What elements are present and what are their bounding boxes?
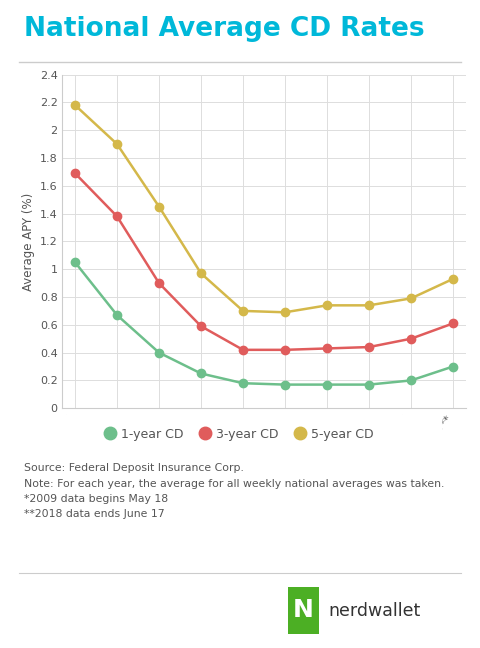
Text: nerdwallet: nerdwallet bbox=[329, 602, 421, 620]
Text: Source: Federal Deposit Insurance Corp.
Note: For each year, the average for all: Source: Federal Deposit Insurance Corp. … bbox=[24, 463, 444, 519]
Text: N: N bbox=[293, 598, 314, 623]
Y-axis label: Average APY (%): Average APY (%) bbox=[23, 192, 36, 290]
Text: National Average CD Rates: National Average CD Rates bbox=[24, 16, 425, 42]
Legend: 1-year CD, 3-year CD, 5-year CD: 1-year CD, 3-year CD, 5-year CD bbox=[102, 422, 378, 446]
